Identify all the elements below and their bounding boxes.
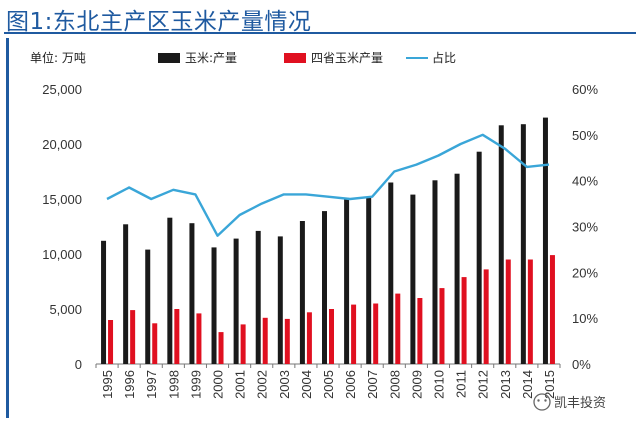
bar-corn-total (410, 194, 416, 364)
bar-four-provinces (461, 277, 467, 364)
bar-corn-total (123, 224, 129, 364)
x-tick-label: 2005 (321, 370, 336, 399)
x-tick-label: 2007 (365, 370, 380, 399)
left-tick-label: 15,000 (42, 192, 82, 207)
bar-corn-total (432, 180, 438, 364)
x-tick-label: 2003 (277, 370, 292, 399)
wechat-icon-eye-left (537, 399, 540, 402)
unit-label: 单位: 万吨 (30, 50, 86, 65)
x-tick-label: 2004 (299, 370, 314, 399)
x-tick-label: 2001 (233, 370, 248, 399)
x-tick-label: 2013 (498, 370, 513, 399)
line-share (106, 133, 550, 237)
bar-four-provinces (395, 293, 401, 364)
x-tick-label: 2002 (255, 370, 270, 399)
x-tick-label: 2010 (431, 370, 446, 399)
right-axis: 0% 10% 20% 30% 40% 50% 60% (572, 82, 598, 372)
left-tick-label: 10,000 (42, 247, 82, 262)
title-underline (4, 32, 636, 34)
x-tick-label: 1995 (100, 370, 115, 399)
bar-four-provinces (262, 317, 268, 364)
bar-four-provinces (240, 324, 246, 364)
bar-corn-total (167, 217, 173, 364)
chart-title: 图1:东北主产区玉米产量情况 (6, 9, 312, 35)
legend-swatch-four-provinces (284, 53, 306, 63)
bar-corn-total (520, 124, 526, 364)
left-tick-label: 5,000 (49, 302, 82, 317)
bar-four-provinces (329, 309, 334, 364)
right-tick-label: 30% (572, 220, 598, 235)
bar-corn-total (366, 196, 372, 364)
bar-four-provinces (174, 309, 180, 364)
left-axis: 0 5,000 10,000 15,000 20,000 25,000 (42, 82, 82, 372)
x-tick-label: 2011 (454, 370, 469, 398)
x-tick-label: 2012 (476, 370, 491, 399)
bar-four-provinces (306, 312, 312, 364)
left-tick-label: 25,000 (42, 82, 82, 97)
bar-corn-total (277, 236, 283, 364)
bar-four-provinces (196, 313, 202, 364)
left-tick-label: 0 (75, 357, 82, 372)
bar-corn-total (299, 221, 305, 364)
bar-corn-total (233, 238, 239, 364)
bar-corn-total (189, 223, 195, 364)
x-tick-label: 1998 (166, 370, 181, 399)
bar-corn-total (454, 173, 460, 364)
series-four-provinces (108, 255, 555, 364)
x-tick-label: 1996 (122, 370, 137, 399)
x-tick-label: 2014 (520, 370, 535, 399)
wechat-icon-eye-right (544, 399, 547, 402)
right-tick-label: 20% (572, 265, 598, 280)
bar-four-provinces (130, 310, 136, 364)
series-share (106, 133, 550, 237)
x-tick-label: 1997 (144, 370, 159, 399)
bar-corn-total (101, 240, 107, 364)
wechat-icon (533, 393, 551, 411)
legend-label-four-provinces: 四省玉米产量 (311, 51, 383, 65)
bar-four-provinces (417, 298, 423, 364)
bar-four-provinces (373, 303, 379, 364)
x-tick-label: 2015 (542, 370, 557, 399)
right-tick-label: 10% (572, 311, 598, 326)
watermark: 凯丰投资 (533, 393, 606, 411)
bar-four-provinces (218, 332, 224, 364)
watermark-text: 凯丰投资 (554, 395, 606, 411)
chart-frame (6, 38, 629, 418)
series-corn-total (101, 117, 548, 364)
legend-label-share: 占比 (432, 50, 456, 65)
legend-swatch-corn-total (158, 53, 180, 63)
legend-label-corn-total: 玉米:产量 (185, 51, 237, 65)
right-tick-label: 0% (572, 357, 591, 372)
bar-four-provinces (527, 259, 533, 364)
bar-corn-total (388, 182, 394, 364)
bar-four-provinces (152, 323, 158, 364)
bar-four-provinces (351, 304, 357, 364)
bar-corn-total (344, 197, 350, 364)
bar-corn-total (145, 249, 151, 364)
x-tick-label: 2006 (343, 370, 358, 399)
bar-corn-total (255, 230, 261, 364)
bar-four-provinces (108, 320, 114, 364)
bar-corn-total (322, 211, 327, 364)
bar-four-provinces (284, 318, 290, 364)
legend: 玉米:产量 四省玉米产量 占比 (158, 50, 456, 65)
bar-corn-total (542, 117, 548, 364)
right-tick-label: 50% (572, 128, 598, 143)
right-tick-label: 60% (572, 82, 598, 97)
bar-four-provinces (505, 259, 511, 364)
x-tick-label: 2008 (387, 370, 402, 399)
x-tick-label: 2009 (409, 370, 424, 399)
bar-four-provinces (439, 288, 445, 364)
bar-corn-total (211, 247, 217, 364)
x-tick-label: 2000 (211, 370, 226, 399)
bar-corn-total (476, 151, 482, 364)
bar-four-provinces (549, 255, 555, 364)
bar-corn-total (498, 125, 504, 364)
right-tick-label: 40% (572, 174, 598, 189)
x-tick-label: 1999 (188, 370, 203, 399)
left-tick-label: 20,000 (42, 137, 82, 152)
x-axis: 1995 1996 1997 1998 1999 2000 2001 2002 2003 2004… (95, 364, 561, 399)
bar-four-provinces (483, 269, 489, 364)
